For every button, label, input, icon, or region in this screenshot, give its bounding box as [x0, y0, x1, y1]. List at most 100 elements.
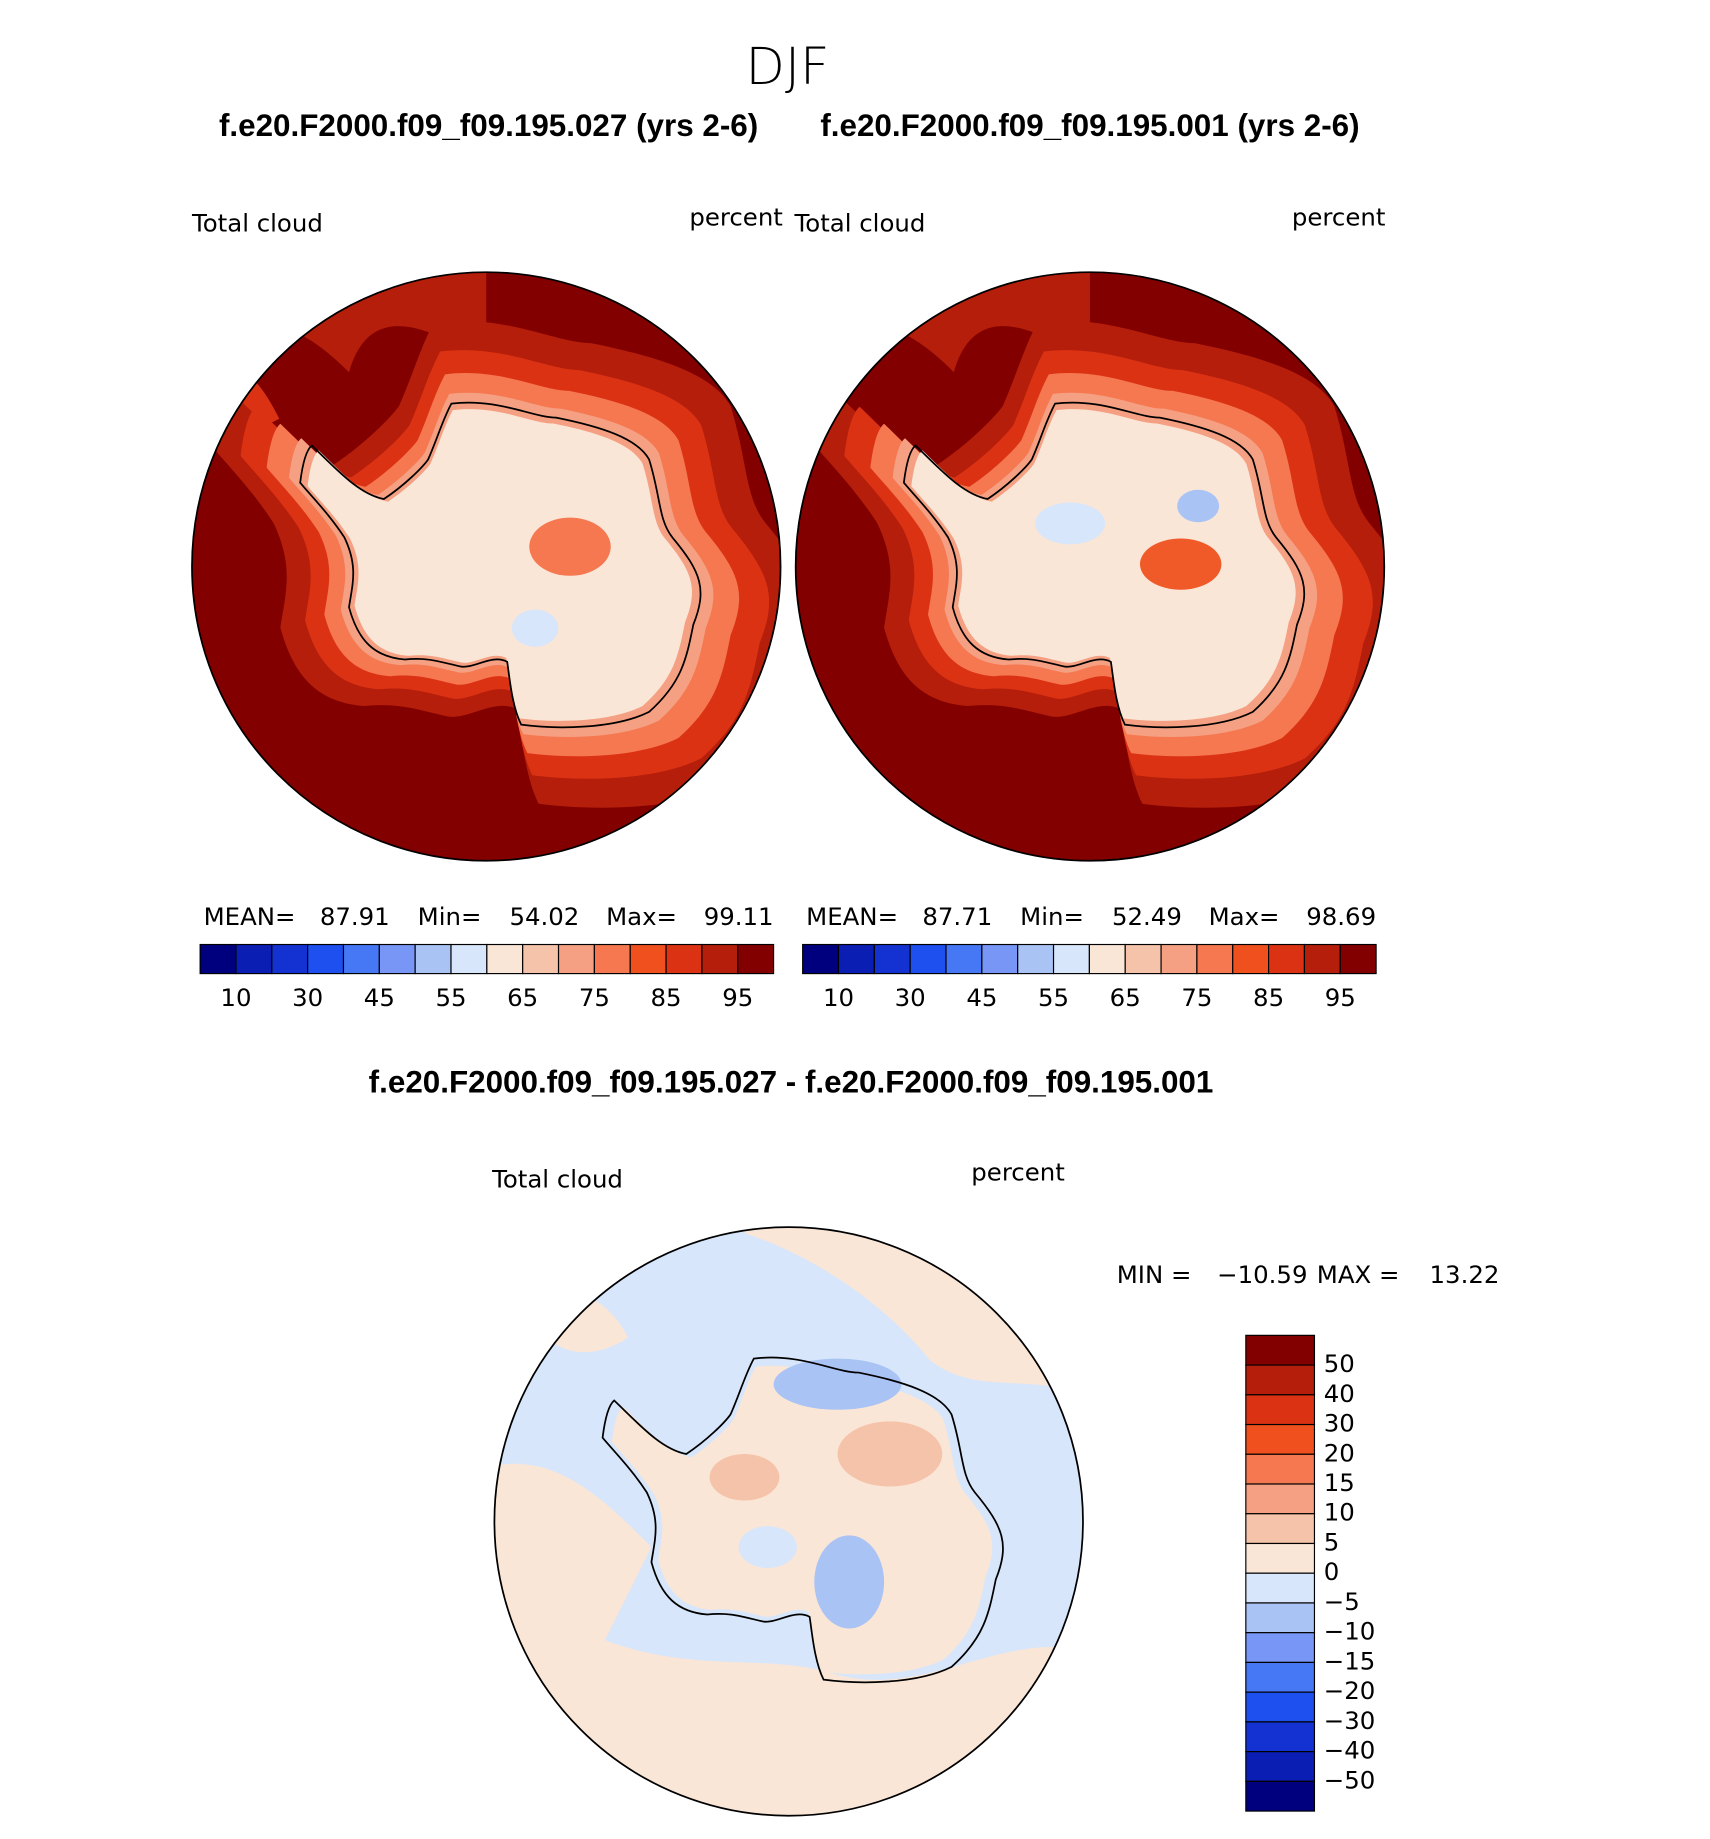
colorbar-box — [557, 943, 595, 975]
colorbar-box — [271, 943, 309, 975]
variable-label: Total cloud — [794, 208, 926, 237]
colorbar-label: 75 — [1181, 983, 1212, 1012]
colorbar-box — [1196, 943, 1234, 975]
map — [494, 1227, 1083, 1816]
colorbar-box — [1245, 1602, 1316, 1634]
colorbar-label: 95 — [722, 983, 753, 1012]
colorbar-box — [450, 943, 488, 975]
case-title: f.e20.F2000.f09_f09.195.001 (yrs 2-6) — [820, 108, 1359, 143]
figure-title: DJF — [746, 37, 830, 97]
colorbar-box — [378, 943, 416, 975]
colorbar-label: 55 — [1038, 983, 1069, 1012]
colorbar-box — [1232, 943, 1270, 975]
colorbar-label: −15 — [1324, 1646, 1376, 1675]
colorbar-box — [1268, 943, 1306, 975]
colorbar-box — [981, 943, 1019, 975]
colorbar-box — [1245, 1661, 1316, 1693]
colorbar-label: 55 — [435, 983, 466, 1012]
colorbar-box — [1339, 943, 1377, 975]
colorbar-box — [1245, 1721, 1316, 1753]
colorbar-box — [1245, 1423, 1316, 1455]
colorbar-label: 0 — [1324, 1557, 1340, 1586]
colorbar-box — [199, 943, 237, 975]
stat-value: 54.02 — [509, 902, 579, 931]
colorbar-box — [1245, 1364, 1316, 1396]
stat-value: 13.22 — [1430, 1260, 1500, 1289]
stat-label: MEAN= — [806, 902, 898, 931]
colorbar-box — [1245, 1572, 1316, 1604]
map-border — [191, 271, 782, 862]
colorbar-label: 10 — [823, 983, 854, 1012]
colorbar-label: −40 — [1324, 1736, 1376, 1765]
colorbar-label: 95 — [1325, 983, 1356, 1012]
stat-value: 98.69 — [1306, 902, 1376, 931]
colorbar-label: 40 — [1324, 1379, 1355, 1408]
stat-label: Min= — [1020, 902, 1084, 931]
colorbar-box — [1245, 1453, 1316, 1485]
colorbar-box — [1245, 1751, 1316, 1782]
colorbar-label: −20 — [1324, 1676, 1376, 1705]
variable-label: Total cloud — [491, 1165, 623, 1194]
colorbar-box — [307, 943, 345, 975]
colorbar-label: 30 — [292, 983, 323, 1012]
stat-label: MAX = — [1317, 1260, 1400, 1289]
colorbar-box — [1088, 943, 1126, 975]
stat-label: Max= — [1209, 902, 1280, 931]
colorbar-box — [1245, 1780, 1316, 1812]
colorbar-box — [1245, 1542, 1316, 1574]
colorbar-box — [873, 943, 911, 975]
colorbar-box — [342, 943, 380, 975]
colorbar-box — [522, 943, 560, 975]
stat-value: 87.91 — [320, 902, 390, 931]
colorbar-box — [1245, 1394, 1316, 1426]
colorbar-box — [593, 943, 631, 975]
stat-value: 87.71 — [922, 902, 992, 931]
stat-label: MIN = — [1117, 1260, 1192, 1289]
units-label: percent — [1292, 203, 1385, 232]
map-border — [493, 1226, 1084, 1817]
colorbar-label: 65 — [1110, 983, 1141, 1012]
colorbar-label: 10 — [1324, 1498, 1355, 1527]
colorbar-label: −30 — [1324, 1706, 1376, 1735]
case-title: f.e20.F2000.f09_f09.195.027 (yrs 2-6) — [219, 108, 758, 143]
colorbar-box — [701, 943, 739, 975]
colorbar-label: 10 — [220, 983, 251, 1012]
colorbar-box — [235, 943, 273, 975]
map-border — [794, 271, 1386, 862]
colorbar-box — [1052, 943, 1090, 975]
colorbar-box — [629, 943, 667, 975]
colorbar-label: 75 — [579, 983, 610, 1012]
colorbar-box — [1245, 1691, 1316, 1723]
colorbar-box — [945, 943, 983, 975]
colorbar-box — [802, 943, 840, 975]
colorbar-label: 50 — [1324, 1349, 1355, 1378]
colorbar-label: −10 — [1324, 1617, 1376, 1646]
map — [795, 272, 1385, 861]
colorbar-box — [1245, 1483, 1316, 1515]
stat-value: 52.49 — [1112, 902, 1182, 931]
units-label: percent — [971, 1158, 1064, 1187]
colorbar-box — [837, 943, 875, 975]
colorbar-label: 5 — [1324, 1527, 1340, 1556]
stat-value: 99.11 — [704, 902, 774, 931]
colorbar-label: 20 — [1324, 1438, 1355, 1467]
colorbar-label: 85 — [1253, 983, 1284, 1012]
colorbar-box — [486, 943, 524, 975]
colorbar-box — [737, 943, 775, 975]
colorbar-box — [909, 943, 947, 975]
colorbar-label: 45 — [364, 983, 395, 1012]
units-label: percent — [689, 203, 782, 232]
colorbar-label: 65 — [507, 983, 538, 1012]
colorbar-box — [414, 943, 452, 975]
colorbar-box — [1124, 943, 1162, 975]
colorbar-label: 45 — [966, 983, 997, 1012]
colorbar-box — [665, 943, 703, 975]
colorbar-box — [1303, 943, 1341, 975]
variable-label: Total cloud — [191, 208, 323, 237]
colorbar-box — [1017, 943, 1055, 975]
stat-label: Min= — [418, 902, 482, 931]
colorbar-label: −5 — [1324, 1587, 1360, 1616]
colorbar-box — [1245, 1632, 1316, 1663]
